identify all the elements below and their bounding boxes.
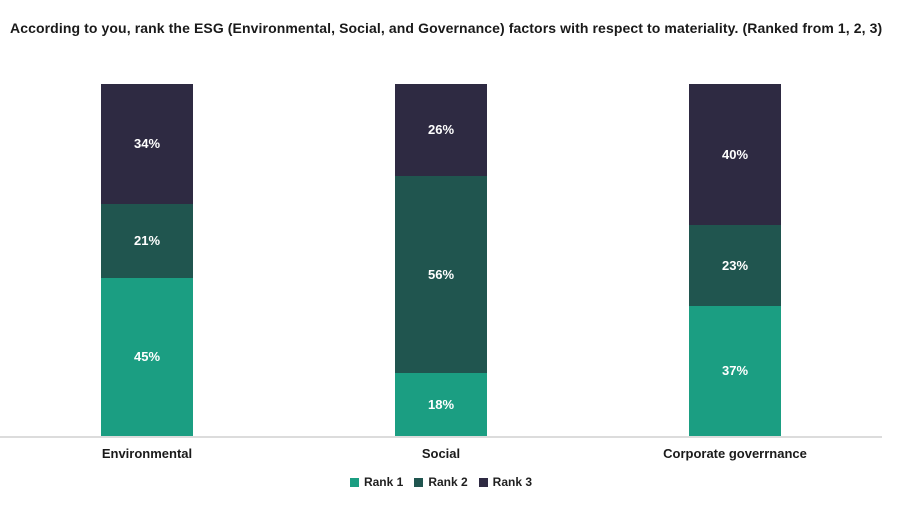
- bar-segment-environmental-rank-1: 45%: [101, 277, 193, 436]
- category-label-corporate-goverrnance: Corporate goverrnance: [663, 446, 807, 461]
- legend-item-rank-1: Rank 1: [349, 475, 404, 489]
- bar-segment-environmental-rank-3: 34%: [101, 84, 193, 204]
- bar-slot-environmental: 34% 21% 45%: [0, 84, 294, 436]
- data-label: 26%: [427, 122, 455, 138]
- plot-area: 34% 21% 45% 26% 56% 18% 40% 23% 37%: [0, 84, 882, 436]
- bar-segment-social-rank-3: 26%: [395, 84, 487, 176]
- legend-label: Rank 3: [492, 475, 533, 489]
- legend-swatch-icon: [414, 477, 424, 487]
- legend-item-rank-3: Rank 3: [478, 475, 533, 489]
- bar-segment-social-rank-1: 18%: [395, 372, 487, 436]
- x-axis-line: [0, 436, 882, 438]
- category-label-social: Social: [421, 446, 461, 461]
- category-axis: Environmental Social Corporate goverrnance: [0, 446, 882, 461]
- data-label: 37%: [721, 363, 749, 379]
- bar-segment-corporate-goverrnance-rank-1: 37%: [689, 305, 781, 436]
- data-label: 34%: [133, 136, 161, 152]
- legend-item-rank-2: Rank 2: [414, 475, 468, 489]
- data-label: 40%: [721, 146, 749, 162]
- legend-swatch-icon: [349, 477, 359, 487]
- data-label: 45%: [133, 349, 161, 365]
- category-label-environmental: Environmental: [101, 446, 193, 461]
- legend-label: Rank 1: [363, 475, 404, 489]
- bar-slot-social: 26% 56% 18%: [294, 84, 588, 436]
- bar-slot-corporate-goverrnance: 40% 23% 37%: [588, 84, 882, 436]
- bar-segment-corporate-goverrnance-rank-2: 23%: [689, 224, 781, 306]
- legend-label: Rank 2: [428, 475, 468, 489]
- data-label: 18%: [427, 396, 455, 412]
- data-label: 21%: [133, 233, 161, 249]
- data-label: 56%: [427, 266, 455, 282]
- legend-swatch-icon: [478, 477, 488, 487]
- bar-segment-social-rank-2: 56%: [395, 175, 487, 373]
- legend: Rank 1 Rank 2 Rank 3: [0, 475, 882, 489]
- stacked-bar-social: 26% 56% 18%: [395, 84, 487, 436]
- stacked-bar-environmental: 34% 21% 45%: [101, 84, 193, 436]
- bar-segment-environmental-rank-2: 21%: [101, 203, 193, 278]
- data-label: 23%: [721, 257, 749, 273]
- stacked-bar-corporate-goverrnance: 40% 23% 37%: [689, 84, 781, 436]
- chart-title: According to you, rank the ESG (Environm…: [10, 20, 883, 36]
- bar-segment-corporate-goverrnance-rank-3: 40%: [689, 84, 781, 225]
